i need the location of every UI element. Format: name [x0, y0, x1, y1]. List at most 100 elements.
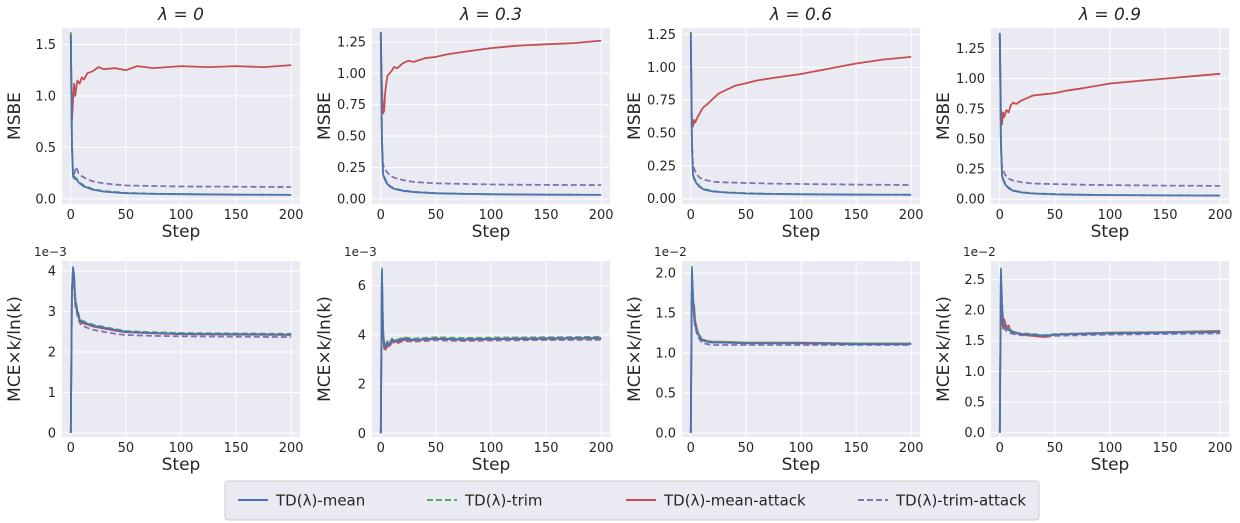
legend-label: TD(λ)-mean-attack [663, 492, 806, 510]
legend: TD(λ)-mean TD(λ)-trim TD(λ)-mean-attack TD(… [224, 480, 1040, 521]
y-tick-label: 1.5 [35, 38, 56, 53]
subplot-4: 0.00 0.25 0.50 0.75 1.00 1.25 0 50 100 150 200 λ = … [934, 5, 1233, 242]
x-tick-label: 100 [789, 441, 814, 456]
subplot-title: λ = 0 [157, 5, 204, 25]
x-tick-label: 200 [899, 441, 924, 456]
subplot-2: 0.00 0.25 0.50 0.75 1.00 1.25 0 50 100 150 200 λ = … [315, 5, 614, 242]
y-tick-label: 0.00 [647, 192, 676, 207]
x-tick-label: 50 [428, 441, 445, 456]
y-tick-label: 1.00 [337, 67, 366, 82]
y-axis-label: MSBE [315, 92, 335, 140]
x-tick-label: 150 [534, 441, 559, 456]
series-line-mean [689, 33, 912, 196]
x-tick-label: 150 [1153, 441, 1178, 456]
y-tick-label: 0.25 [956, 163, 985, 178]
axis-multiplier: 1e−2 [963, 245, 996, 259]
y-tick-label: 4 [358, 328, 366, 343]
subplot-3: 0.00 0.25 0.50 0.75 1.00 1.25 0 50 100 150 200 λ = … [625, 5, 924, 242]
y-tick-label: 0.75 [647, 94, 676, 109]
y-tick-label: 2.0 [655, 267, 676, 282]
y-tick-label: 0.75 [337, 98, 366, 113]
x-tick-label: 0 [996, 208, 1004, 223]
y-tick-label: 1.0 [964, 365, 985, 380]
x-tick-label: 50 [738, 441, 755, 456]
x-tick-label: 100 [479, 441, 504, 456]
x-tick-label: 200 [589, 208, 614, 223]
series-line-mean [998, 32, 1221, 197]
series-line-trim [379, 267, 602, 434]
x-tick-label: 0 [687, 441, 695, 456]
subplot-7: 0.0 0.5 1.0 1.5 2.0 0 50 100 150 200 Step MCE×k/ln(… [625, 245, 924, 475]
y-tick-label: 1.0 [655, 347, 676, 362]
x-tick-label: 50 [738, 208, 755, 223]
x-tick-label: 50 [118, 208, 135, 223]
y-tick-label: 1.0 [35, 89, 56, 104]
y-axis-label: MSBE [625, 92, 645, 140]
subplot-1: 0.0 0.5 1.0 1.5 0 50 100 150 200 λ = 0 Step MSBE [5, 5, 304, 242]
y-tick-label: 1.25 [956, 42, 985, 57]
y-axis-label: MSBE [5, 92, 25, 140]
x-tick-label: 100 [1098, 208, 1123, 223]
y-tick-label: 0.50 [956, 132, 985, 147]
x-tick-label: 150 [1153, 208, 1178, 223]
axis-multiplier: 1e−3 [344, 245, 377, 259]
subplot-8: 0.0 0.5 1.0 1.5 2.0 2.5 0 50 100 150 200 Step MCE×k/… [934, 245, 1233, 475]
x-tick-label: 0 [377, 441, 385, 456]
y-tick-label: 0.5 [655, 387, 676, 402]
series-line-mean [69, 34, 292, 196]
y-tick-label: 0.25 [647, 159, 676, 174]
x-tick-label: 200 [899, 208, 924, 223]
series-line-mean-attack [689, 41, 912, 128]
x-tick-label: 50 [1047, 441, 1064, 456]
series-line-mean [379, 269, 602, 434]
series-line-trim-attack [689, 272, 912, 434]
subplot-title: λ = 0.6 [769, 5, 832, 25]
y-tick-label: 0 [358, 427, 366, 442]
axis-multiplier: 1e−3 [34, 245, 67, 259]
y-tick-label: 1.25 [337, 35, 366, 50]
x-tick-label: 200 [589, 441, 614, 456]
series-line-mean [998, 269, 1221, 433]
y-tick-label: 1.5 [655, 307, 676, 322]
x-tick-label: 50 [118, 441, 135, 456]
x-tick-label: 0 [996, 441, 1004, 456]
x-axis-label: Step [472, 222, 511, 242]
x-axis-label: Step [782, 455, 821, 475]
x-tick-label: 200 [1208, 441, 1233, 456]
x-axis-label: Step [1091, 222, 1130, 242]
y-tick-label: 2 [358, 378, 366, 393]
y-tick-label: 0.5 [964, 396, 985, 411]
series-line-trim-attack [69, 39, 292, 188]
x-tick-label: 150 [534, 208, 559, 223]
y-tick-label: 3 [48, 305, 56, 320]
y-tick-label: 0.0 [964, 426, 985, 441]
axis-multiplier: 1e−2 [654, 245, 687, 259]
y-axis-label: MCE×k/ln(k) [625, 296, 645, 402]
legend-label: TD(λ)-mean [275, 492, 365, 510]
series-line-mean [379, 31, 602, 196]
subplot-title: λ = 0.3 [459, 5, 522, 25]
y-tick-label: 0.50 [647, 127, 676, 142]
y-tick-label: 6 [358, 279, 366, 294]
legend-label: TD(λ)-trim [464, 492, 543, 510]
x-tick-label: 100 [169, 441, 194, 456]
x-tick-label: 100 [169, 208, 194, 223]
x-tick-label: 150 [844, 208, 869, 223]
x-tick-label: 150 [844, 441, 869, 456]
y-tick-label: 1 [48, 386, 56, 401]
series-line-mean-attack [998, 36, 1221, 126]
x-tick-label: 0 [687, 208, 695, 223]
y-tick-label: 0.5 [35, 141, 56, 156]
x-axis-label: Step [162, 222, 201, 242]
x-tick-label: 150 [224, 441, 249, 456]
y-axis-label: MCE×k/ln(k) [315, 296, 335, 402]
series-line-mean [69, 266, 292, 434]
x-tick-label: 100 [789, 208, 814, 223]
subplot-5: 0 1 2 3 4 0 50 100 150 200 Step MCE×k/ln(k) 1e−3 [5, 245, 304, 475]
y-tick-label: 1.00 [956, 72, 985, 87]
y-tick-label: 0.0 [655, 427, 676, 442]
x-tick-label: 200 [279, 208, 304, 223]
y-tick-label: 2 [48, 346, 56, 361]
y-tick-label: 0.00 [337, 192, 366, 207]
y-tick-label: 1.5 [964, 334, 985, 349]
